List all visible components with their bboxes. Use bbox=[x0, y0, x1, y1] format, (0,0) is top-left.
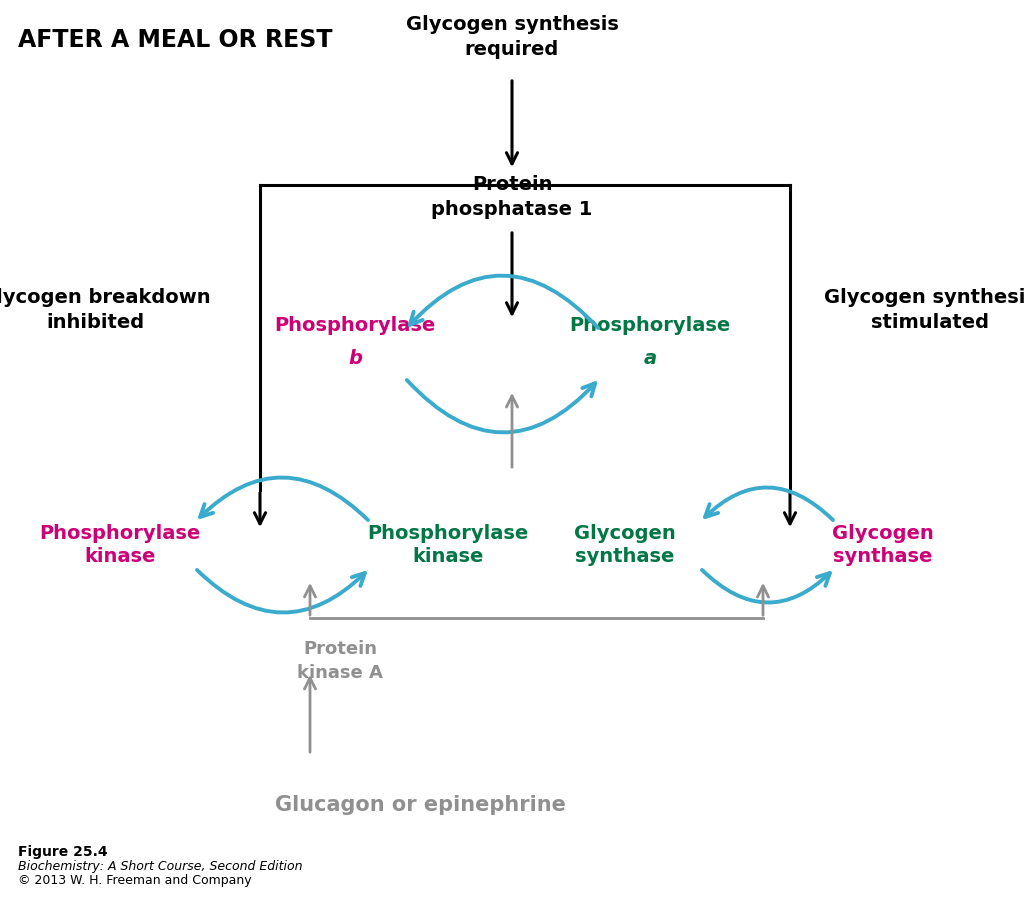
Text: Figure 25.4: Figure 25.4 bbox=[18, 845, 108, 859]
Text: AFTER A MEAL OR REST: AFTER A MEAL OR REST bbox=[18, 28, 333, 52]
Text: Phosphorylase: Phosphorylase bbox=[274, 316, 435, 335]
Text: Phosphorylase
kinase: Phosphorylase kinase bbox=[39, 524, 201, 566]
Text: Protein
kinase A: Protein kinase A bbox=[297, 640, 383, 681]
Text: a: a bbox=[643, 349, 656, 368]
Text: © 2013 W. H. Freeman and Company: © 2013 W. H. Freeman and Company bbox=[18, 874, 252, 887]
Text: Protein
phosphatase 1: Protein phosphatase 1 bbox=[431, 175, 593, 219]
Text: Biochemistry: A Short Course, Second Edition: Biochemistry: A Short Course, Second Edi… bbox=[18, 860, 302, 873]
Text: Glycogen synthesis
stimulated: Glycogen synthesis stimulated bbox=[823, 288, 1024, 332]
Text: Glycogen
synthase: Glycogen synthase bbox=[833, 524, 934, 566]
Text: Glucagon or epinephrine: Glucagon or epinephrine bbox=[274, 795, 565, 815]
Text: Glycogen
synthase: Glycogen synthase bbox=[574, 524, 676, 566]
Text: Phosphorylase: Phosphorylase bbox=[569, 316, 731, 335]
Text: Glycogen synthesis
required: Glycogen synthesis required bbox=[406, 15, 618, 59]
Text: b: b bbox=[348, 349, 362, 368]
Text: Glycogen breakdown
inhibited: Glycogen breakdown inhibited bbox=[0, 288, 210, 332]
Text: Phosphorylase
kinase: Phosphorylase kinase bbox=[368, 524, 528, 566]
